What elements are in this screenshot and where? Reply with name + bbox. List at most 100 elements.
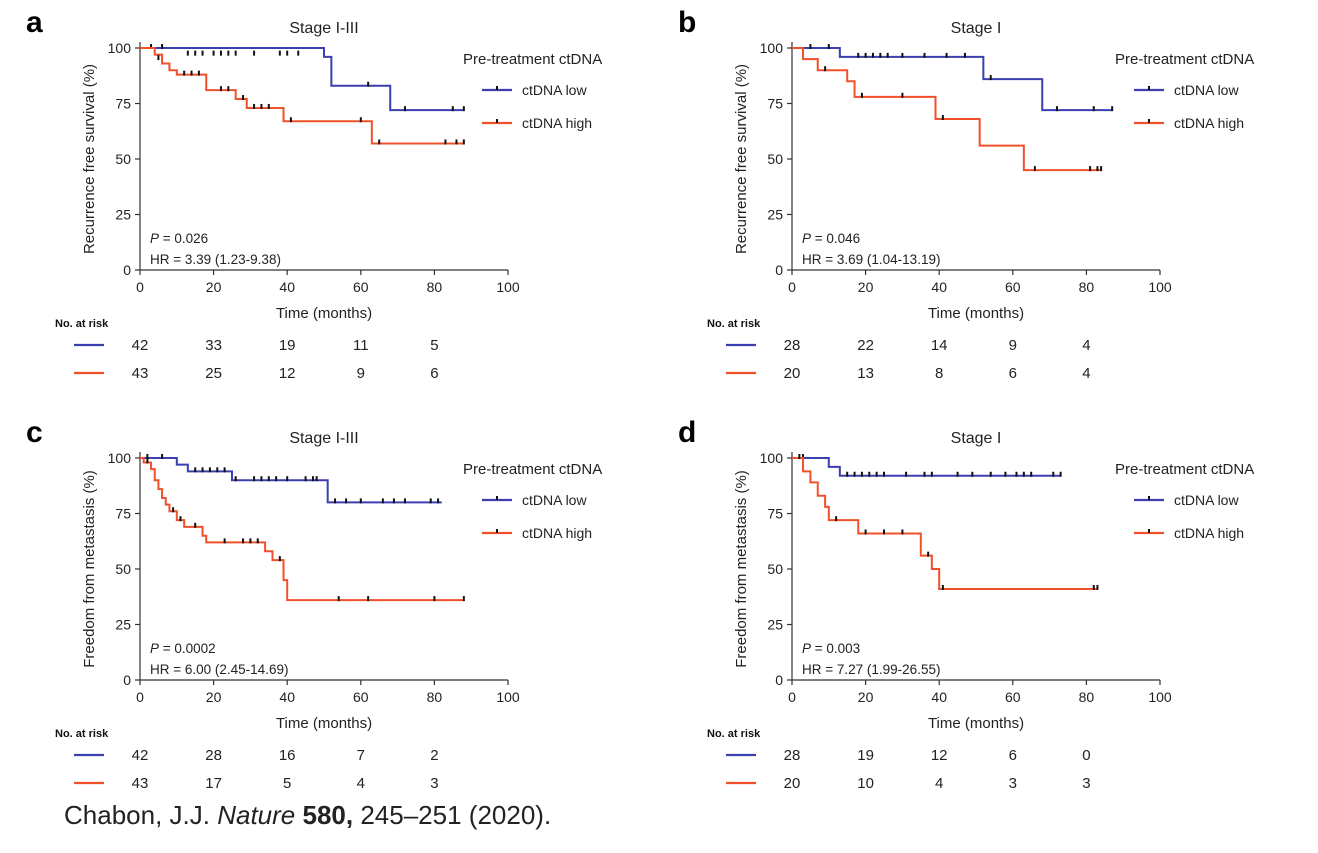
y-axis-label: Recurrence free survival (%) xyxy=(733,64,750,254)
citation-author: Chabon, J.J. xyxy=(64,800,210,830)
km-plot: b Stage I 0 20 40 60 80 100 0 25 50 75 100 Time (mont… xyxy=(652,0,1292,382)
x-tick-label: 80 xyxy=(1079,689,1095,705)
risk-count-low: 19 xyxy=(857,747,874,764)
y-tick-label: 50 xyxy=(115,151,131,167)
legend-label-high: ctDNA high xyxy=(1174,115,1244,131)
y-tick-label: 50 xyxy=(115,561,131,577)
y-axis-label: Freedom from metastasis (%) xyxy=(733,470,750,668)
hazard-ratio-label: HR = 6.00 (2.45-14.69) xyxy=(150,662,288,677)
p-value: = 0.026 xyxy=(159,231,208,246)
hazard-ratio-label: HR = 7.27 (1.99-26.55) xyxy=(802,662,940,677)
y-tick-label: 75 xyxy=(115,96,131,112)
y-tick-label: 100 xyxy=(108,40,132,56)
risk-count-low: 2 xyxy=(430,747,438,764)
x-axis-label: Time (months) xyxy=(276,305,372,322)
risk-count-high: 25 xyxy=(205,365,222,382)
risk-count-low: 28 xyxy=(205,747,222,764)
hazard-ratio-label: HR = 3.39 (1.23-9.38) xyxy=(150,252,281,267)
legend-label-high: ctDNA high xyxy=(522,115,592,131)
risk-count-low: 28 xyxy=(784,747,801,764)
risk-count-high: 10 xyxy=(857,775,874,792)
p-value: = 0.003 xyxy=(811,641,860,656)
km-curve-high xyxy=(140,457,464,602)
y-tick-label: 25 xyxy=(767,207,783,223)
x-tick-label: 0 xyxy=(788,689,796,705)
legend-title: Pre-treatment ctDNA xyxy=(463,461,602,478)
risk-count-high: 6 xyxy=(1009,365,1017,382)
x-tick-label: 40 xyxy=(279,279,295,295)
risk-count-high: 13 xyxy=(857,365,874,382)
x-tick-label: 80 xyxy=(1079,279,1095,295)
km-curve-high xyxy=(792,47,1102,172)
y-tick-label: 100 xyxy=(760,40,784,56)
risk-count-high: 43 xyxy=(132,365,149,382)
risk-count-high: 43 xyxy=(132,775,149,792)
risk-count-low: 5 xyxy=(430,337,438,354)
risk-count-high: 4 xyxy=(357,775,365,792)
y-tick-label: 75 xyxy=(767,96,783,112)
km-curve-high xyxy=(792,457,1098,590)
risk-count-high: 8 xyxy=(935,365,943,382)
y-axis-label: Recurrence free survival (%) xyxy=(81,64,98,254)
risk-count-high: 3 xyxy=(430,775,438,792)
x-tick-label: 20 xyxy=(206,279,222,295)
citation-journal: Nature xyxy=(217,800,296,830)
p-symbol: P xyxy=(150,641,159,656)
km-curve-low xyxy=(140,47,464,112)
y-tick-label: 0 xyxy=(775,672,783,688)
p-value: = 0.046 xyxy=(811,231,860,246)
risk-count-low: 14 xyxy=(931,337,948,354)
km-curve-high xyxy=(140,47,464,145)
legend-title: Pre-treatment ctDNA xyxy=(1115,51,1254,68)
risk-count-low: 42 xyxy=(132,337,149,354)
chart-title: Stage I xyxy=(951,430,1002,447)
risk-count-high: 3 xyxy=(1009,775,1017,792)
km-curve-low xyxy=(140,457,442,504)
x-tick-label: 40 xyxy=(931,689,947,705)
p-value-label: P = 0.003 xyxy=(802,641,860,656)
chart-title: Stage I-III xyxy=(289,430,358,447)
legend-label-low: ctDNA low xyxy=(522,492,587,508)
x-axis-label: Time (months) xyxy=(928,305,1024,322)
y-tick-label: 50 xyxy=(767,151,783,167)
legend-label-high: ctDNA high xyxy=(522,525,592,541)
risk-table-title: No. at risk xyxy=(707,318,761,330)
km-plot: a Stage I-III 0 20 40 60 80 100 0 25 50 75 100 Time (… xyxy=(0,0,640,382)
y-tick-label: 75 xyxy=(115,506,131,522)
citation-volume: 580, xyxy=(302,800,354,830)
x-tick-label: 60 xyxy=(353,279,369,295)
risk-count-low: 6 xyxy=(1009,747,1017,764)
y-tick-label: 0 xyxy=(123,672,131,688)
risk-count-low: 42 xyxy=(132,747,149,764)
x-axis-label: Time (months) xyxy=(928,715,1024,732)
km-plot: c Stage I-III 0 20 40 60 80 100 0 25 50 75 100 Time (… xyxy=(0,410,640,792)
y-tick-label: 25 xyxy=(115,207,131,223)
chart-svg: b Stage I 0 20 40 60 80 100 0 25 50 75 100 Time (mont… xyxy=(678,6,1254,382)
x-tick-label: 20 xyxy=(858,279,874,295)
hazard-ratio-label: HR = 3.69 (1.04-13.19) xyxy=(802,252,940,267)
risk-count-high: 9 xyxy=(357,365,365,382)
risk-count-low: 11 xyxy=(353,337,369,354)
panel-letter: a xyxy=(26,6,43,39)
p-symbol: P xyxy=(802,641,811,656)
risk-count-low: 22 xyxy=(857,337,874,354)
p-value-label: P = 0.046 xyxy=(802,231,860,246)
risk-count-low: 4 xyxy=(1082,337,1090,354)
panel-d: d Stage I 0 20 40 60 80 100 0 25 50 75 100 Time (mont… xyxy=(652,410,1292,810)
chart-title: Stage I-III xyxy=(289,20,358,37)
risk-count-high: 4 xyxy=(935,775,943,792)
y-tick-label: 75 xyxy=(767,506,783,522)
x-tick-label: 80 xyxy=(427,279,443,295)
risk-count-high: 20 xyxy=(784,365,801,382)
p-value-label: P = 0.026 xyxy=(150,231,208,246)
x-tick-label: 20 xyxy=(206,689,222,705)
risk-table-title: No. at risk xyxy=(707,728,761,740)
risk-count-high: 6 xyxy=(430,365,438,382)
x-tick-label: 0 xyxy=(136,689,144,705)
x-tick-label: 100 xyxy=(1148,689,1172,705)
chart-title: Stage I xyxy=(951,20,1002,37)
risk-table-title: No. at risk xyxy=(55,318,109,330)
x-tick-label: 100 xyxy=(496,279,520,295)
y-tick-label: 25 xyxy=(115,617,131,633)
